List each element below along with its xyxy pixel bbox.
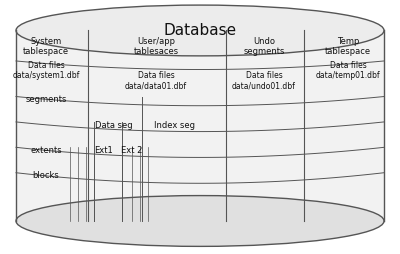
Text: segments: segments [25,95,67,104]
Text: Data files
data/temp01.dbf: Data files data/temp01.dbf [316,61,380,80]
Text: Data files
data/system1.dbf: Data files data/system1.dbf [12,61,80,80]
Text: Temp
tablespace: Temp tablespace [325,37,371,56]
Text: Data seg: Data seg [95,121,133,130]
Text: Data files
data/undo01.dbf: Data files data/undo01.dbf [232,71,296,90]
Text: Database: Database [164,23,236,38]
Polygon shape [16,30,384,221]
Text: extents: extents [30,146,62,155]
Text: System
tablespace: System tablespace [23,37,69,56]
Ellipse shape [16,5,384,56]
Text: Undo
segments: Undo segments [243,37,285,56]
Text: Ext 2: Ext 2 [120,146,142,155]
Text: Ext1: Ext1 [94,146,112,155]
Text: Index seg: Index seg [154,121,194,130]
Text: User/app
tablesaces: User/app tablesaces [134,37,178,56]
Text: blocks: blocks [33,171,59,180]
Ellipse shape [16,196,384,246]
Text: Data files
data/data01.dbf: Data files data/data01.dbf [125,71,187,90]
